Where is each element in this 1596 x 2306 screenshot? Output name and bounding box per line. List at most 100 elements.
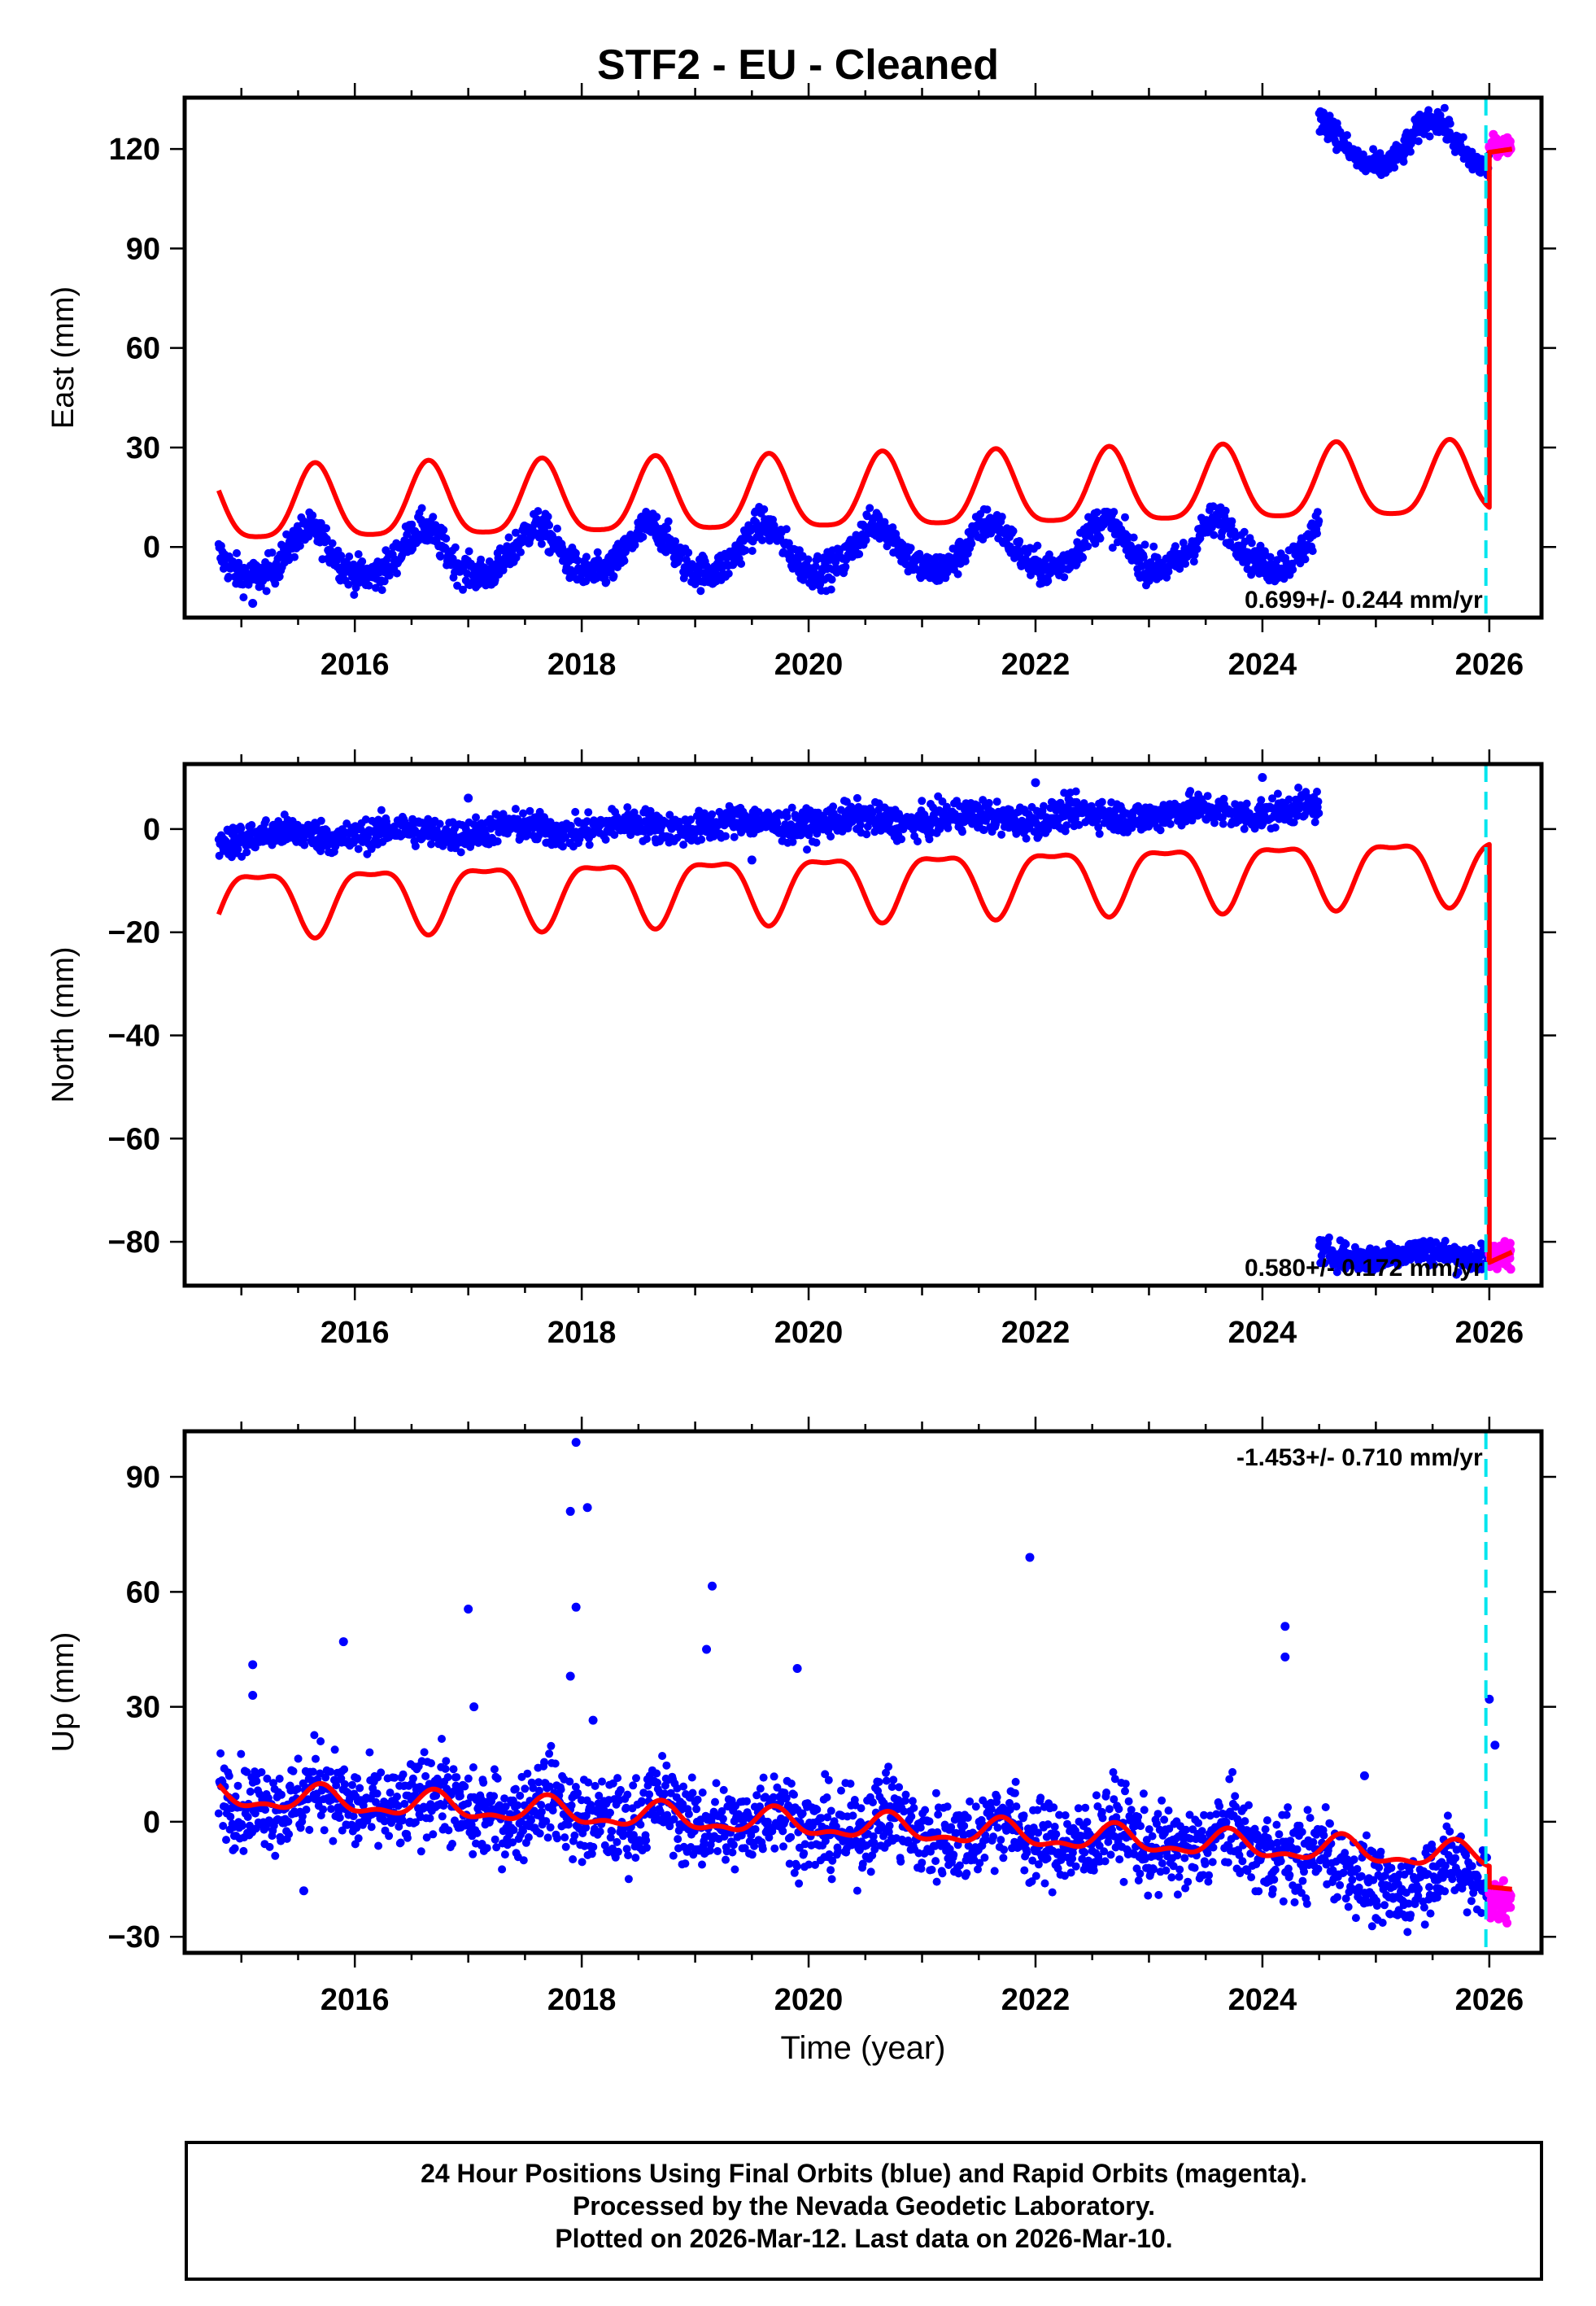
final-orbit-point [490, 1765, 499, 1774]
rapid-orbit-point [1505, 1238, 1515, 1248]
final-orbit-point [493, 837, 502, 845]
final-orbit-point [1259, 558, 1268, 567]
final-orbit-point [251, 1809, 259, 1818]
final-orbit-point [831, 557, 840, 566]
final-orbit-point [758, 535, 766, 544]
final-orbit-point [542, 1817, 551, 1826]
final-orbit-point [1337, 1256, 1346, 1264]
final-orbit-point [349, 1812, 358, 1821]
final-orbit-point [242, 1767, 251, 1776]
x-tick-label: 2016 [321, 648, 390, 682]
final-orbit-point [696, 587, 705, 596]
x-tick-label: 2018 [547, 648, 617, 682]
final-orbit-point [548, 1806, 557, 1815]
final-orbit-point [1454, 1268, 1463, 1277]
final-orbit-point [540, 1758, 548, 1767]
final-orbit-point [469, 1850, 477, 1858]
final-orbit-point [571, 1783, 580, 1791]
final-orbit-point [1044, 577, 1053, 585]
final-orbit-point [1097, 797, 1106, 806]
final-orbit-point [773, 819, 782, 828]
final-orbit-point [874, 799, 883, 808]
final-orbit-point [569, 1855, 578, 1863]
final-orbit-point [508, 1838, 517, 1847]
final-orbit-point [525, 806, 534, 815]
final-orbit-point [460, 1782, 469, 1791]
final-orbit-point [727, 814, 736, 822]
final-orbit-point [589, 1842, 598, 1851]
final-orbit-point [558, 842, 567, 851]
final-orbit-point [573, 556, 582, 565]
final-orbit-point [1140, 540, 1149, 549]
final-orbit-point [511, 1784, 520, 1793]
final-orbit-point [587, 1850, 596, 1858]
final-orbit-point [354, 1834, 363, 1843]
final-orbit-point [1121, 513, 1129, 522]
final-orbit-point [295, 541, 304, 550]
final-orbit-point [543, 512, 552, 521]
final-orbit-point [246, 1787, 255, 1796]
final-orbit-point [354, 550, 363, 559]
outlier-point [464, 793, 473, 803]
final-orbit-point [1240, 824, 1249, 833]
final-orbit-point [556, 1785, 565, 1794]
final-orbit-point [261, 1806, 270, 1815]
final-orbit-point [1171, 542, 1180, 551]
x-tick-label: 2026 [1455, 648, 1524, 682]
final-orbit-point [983, 505, 992, 514]
final-orbit-point [399, 1770, 408, 1779]
final-orbit-point [328, 539, 337, 548]
final-orbit-point [623, 803, 632, 812]
final-orbit-point [221, 1802, 230, 1811]
final-orbit-point [380, 577, 389, 586]
final-orbit-point [1332, 1268, 1341, 1277]
rate-label: 0.580+/- 0.172 mm/yr [1245, 1255, 1483, 1282]
final-orbit-point [826, 585, 835, 594]
final-orbit-point [1446, 120, 1454, 128]
final-orbit-point [1313, 508, 1322, 517]
final-orbit-point [804, 555, 813, 564]
final-orbit-point [350, 591, 359, 599]
final-orbit-point [1271, 823, 1280, 832]
final-orbit-point [354, 845, 363, 854]
final-orbit-point [853, 793, 861, 802]
final-orbit-point [967, 539, 976, 548]
final-orbit-point [238, 1821, 246, 1830]
final-orbit-point [239, 1846, 248, 1855]
final-orbit-point [1310, 818, 1319, 827]
final-orbit-point [545, 1749, 554, 1758]
final-orbit-point [294, 1754, 303, 1763]
final-orbit-point [997, 830, 1006, 839]
final-orbit-point [319, 1805, 328, 1814]
final-orbit-point [1325, 111, 1334, 120]
final-orbit-point [448, 818, 457, 827]
final-orbit-point [1188, 816, 1197, 825]
final-orbit-point [862, 830, 871, 839]
final-orbit-point [573, 1788, 582, 1797]
final-orbit-point [829, 802, 838, 811]
final-orbit-point [429, 1830, 438, 1839]
final-orbit-point [373, 1789, 382, 1798]
final-orbit-point [421, 1771, 430, 1780]
final-orbit-point [411, 1818, 420, 1827]
outlier-point [248, 598, 258, 608]
final-orbit-point [509, 1826, 518, 1834]
plot-area [214, 98, 1515, 618]
final-orbit-point [811, 562, 820, 571]
final-orbit-point [1094, 823, 1103, 832]
final-orbit-point [416, 1847, 425, 1856]
final-orbit-point [293, 1784, 302, 1793]
final-orbit-point [827, 575, 836, 584]
final-orbit-point [663, 524, 672, 533]
final-orbit-point [1084, 542, 1092, 551]
final-orbit-point [492, 1843, 501, 1852]
final-orbit-point [547, 1741, 556, 1750]
final-orbit-point [1308, 547, 1317, 556]
final-orbit-point [243, 1813, 252, 1821]
final-orbit-point [1256, 541, 1265, 550]
final-orbit-point [275, 572, 284, 581]
final-orbit-point [1022, 834, 1031, 843]
final-orbit-point [372, 583, 380, 592]
final-orbit-point [997, 513, 1006, 522]
